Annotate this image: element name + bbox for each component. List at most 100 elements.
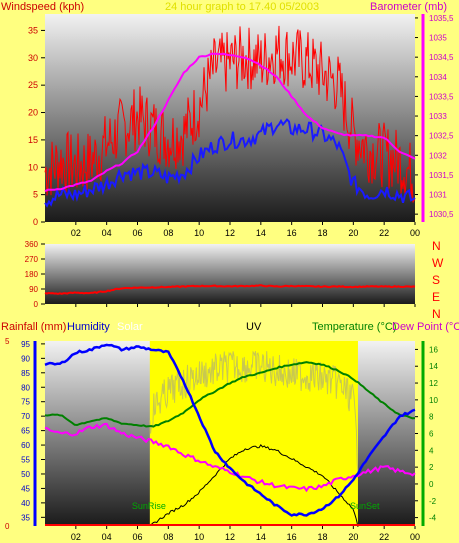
y-left-tick-label: 5 bbox=[33, 190, 38, 200]
dew-point-line bbox=[44, 422, 416, 493]
sunset-label: SunSet bbox=[350, 501, 380, 511]
y-right-tick-label: 1032 bbox=[429, 151, 447, 160]
y-tick-label: 360 bbox=[25, 240, 39, 249]
humidity-tick-label: 45 bbox=[21, 484, 30, 493]
temp-tick-label: 2 bbox=[429, 463, 434, 472]
humidity-tick-label: 75 bbox=[21, 398, 30, 407]
x-tick-label: 12 bbox=[225, 228, 235, 238]
humidity-tick-label: 50 bbox=[21, 470, 30, 479]
x-tick-label: 04 bbox=[102, 532, 112, 542]
temp-tick-label: -4 bbox=[429, 514, 437, 523]
y-right-tick-label: 1033,5 bbox=[429, 92, 454, 101]
dir-label-s: S bbox=[432, 273, 441, 287]
x-tick-label: 16 bbox=[287, 532, 297, 542]
y-right-tick-label: 1032,5 bbox=[429, 132, 454, 141]
temp-tick-label: 16 bbox=[429, 345, 438, 354]
wind-speed-line bbox=[44, 118, 416, 208]
y-right-tick-label: 1035,5 bbox=[429, 14, 454, 23]
temp-tick-label: 12 bbox=[429, 379, 438, 388]
humidity-tick-label: 70 bbox=[21, 412, 30, 421]
humidity-line bbox=[44, 343, 416, 517]
x-tick-label: 12 bbox=[225, 532, 235, 542]
windspeed-axis-title: Windspeed (kph) bbox=[1, 1, 85, 13]
y-right-tick-label: 1030,5 bbox=[429, 210, 454, 219]
x-tick-label: 18 bbox=[317, 532, 327, 542]
humidity-axis-title: Humidity bbox=[67, 321, 110, 333]
wind-direction-line bbox=[44, 284, 416, 295]
x-tick-label: 00 bbox=[410, 228, 420, 238]
temp-tick-label: 14 bbox=[429, 362, 438, 371]
x-tick-label: 02 bbox=[71, 532, 81, 542]
y-left-tick-label: 10 bbox=[28, 162, 38, 172]
wind-gust-line bbox=[44, 25, 416, 203]
dir-label-n: N bbox=[432, 239, 441, 253]
sunrise-label: SunRise bbox=[132, 501, 166, 511]
humidity-temperature-chart: 0535404550556065707580859095-4-202468101… bbox=[5, 337, 438, 542]
dir-label-e: E bbox=[432, 290, 441, 304]
direction-labels: N W S E N bbox=[432, 238, 446, 323]
y-left-tick-label: 35 bbox=[28, 25, 38, 35]
humidity-tick-label: 40 bbox=[21, 499, 30, 508]
y-left-tick-label: 0 bbox=[33, 217, 38, 227]
x-tick-label: 10 bbox=[194, 532, 204, 542]
plot-area bbox=[45, 244, 415, 304]
rainfall-axis-title: Rainfall (mm) bbox=[1, 321, 67, 333]
y-tick-label: 180 bbox=[25, 270, 39, 279]
x-tick-label: 04 bbox=[102, 228, 112, 238]
y-right-tick-label: 1031,5 bbox=[429, 171, 454, 180]
x-tick-label: 18 bbox=[317, 228, 327, 238]
x-tick-label: 00 bbox=[410, 532, 420, 542]
y-tick-label: 90 bbox=[29, 285, 38, 294]
daylight-band bbox=[149, 341, 358, 526]
x-tick-label: 22 bbox=[379, 532, 389, 542]
y-right-tick-label: 1031 bbox=[429, 191, 447, 200]
humidity-tick-label: 80 bbox=[21, 383, 30, 392]
humidity-tick-label: 35 bbox=[21, 513, 30, 522]
y-left-tick-label: 20 bbox=[28, 108, 38, 118]
humidity-tick-label: 95 bbox=[21, 340, 30, 349]
temp-tick-label: 4 bbox=[429, 446, 434, 455]
temp-tick-label: -2 bbox=[429, 497, 437, 506]
plot-area bbox=[45, 14, 415, 222]
x-tick-label: 14 bbox=[256, 228, 266, 238]
x-tick-label: 06 bbox=[132, 228, 142, 238]
temp-tick-label: 6 bbox=[429, 430, 434, 439]
dewpoint-axis-title: Dew Point (°C) bbox=[392, 321, 459, 333]
humidity-tick-label: 60 bbox=[21, 441, 30, 450]
y-left-tick-label: 15 bbox=[28, 135, 38, 145]
x-tick-label: 02 bbox=[71, 228, 81, 238]
y-right-tick-label: 1034,5 bbox=[429, 53, 454, 62]
dir-label-w: W bbox=[432, 256, 444, 270]
y-right-tick-label: 1035 bbox=[429, 34, 447, 43]
wind-direction-chart: 0 90 180 270 360 bbox=[25, 240, 416, 309]
y-right-tick-label: 1034 bbox=[429, 73, 447, 82]
temperature-line bbox=[44, 361, 416, 428]
y-left-tick-label: 25 bbox=[28, 80, 38, 90]
dir-label-n2: N bbox=[432, 307, 441, 321]
rain-tick-label: 0 bbox=[5, 522, 10, 531]
x-tick-label: 14 bbox=[256, 532, 266, 542]
x-tick-label: 08 bbox=[163, 532, 173, 542]
barometer-line bbox=[44, 52, 416, 193]
graph-subtitle: 24 hour graph to 17.40 05/2003 bbox=[165, 1, 320, 13]
humidity-tick-label: 55 bbox=[21, 456, 30, 465]
x-tick-label: 08 bbox=[163, 228, 173, 238]
solar-axis-title: Solar bbox=[117, 321, 143, 333]
rain-tick-label: 5 bbox=[5, 337, 10, 346]
y-tick-label: 270 bbox=[25, 255, 39, 264]
x-tick-label: 16 bbox=[287, 228, 297, 238]
uv-axis-title: UV bbox=[246, 321, 262, 333]
y-left-tick-label: 30 bbox=[28, 53, 38, 63]
y-tick-label: 0 bbox=[34, 300, 39, 309]
temp-tick-label: 10 bbox=[429, 396, 438, 405]
uv-line bbox=[149, 444, 359, 528]
x-tick-label: 22 bbox=[379, 228, 389, 238]
x-tick-label: 20 bbox=[348, 532, 358, 542]
humidity-tick-label: 65 bbox=[21, 427, 30, 436]
temp-tick-label: 0 bbox=[429, 480, 434, 489]
barometer-axis-title: Barometer (mb) bbox=[370, 1, 448, 13]
x-tick-label: 10 bbox=[194, 228, 204, 238]
temperature-axis-title: Temperature (°C) bbox=[312, 321, 397, 333]
temp-tick-label: 8 bbox=[429, 413, 434, 422]
